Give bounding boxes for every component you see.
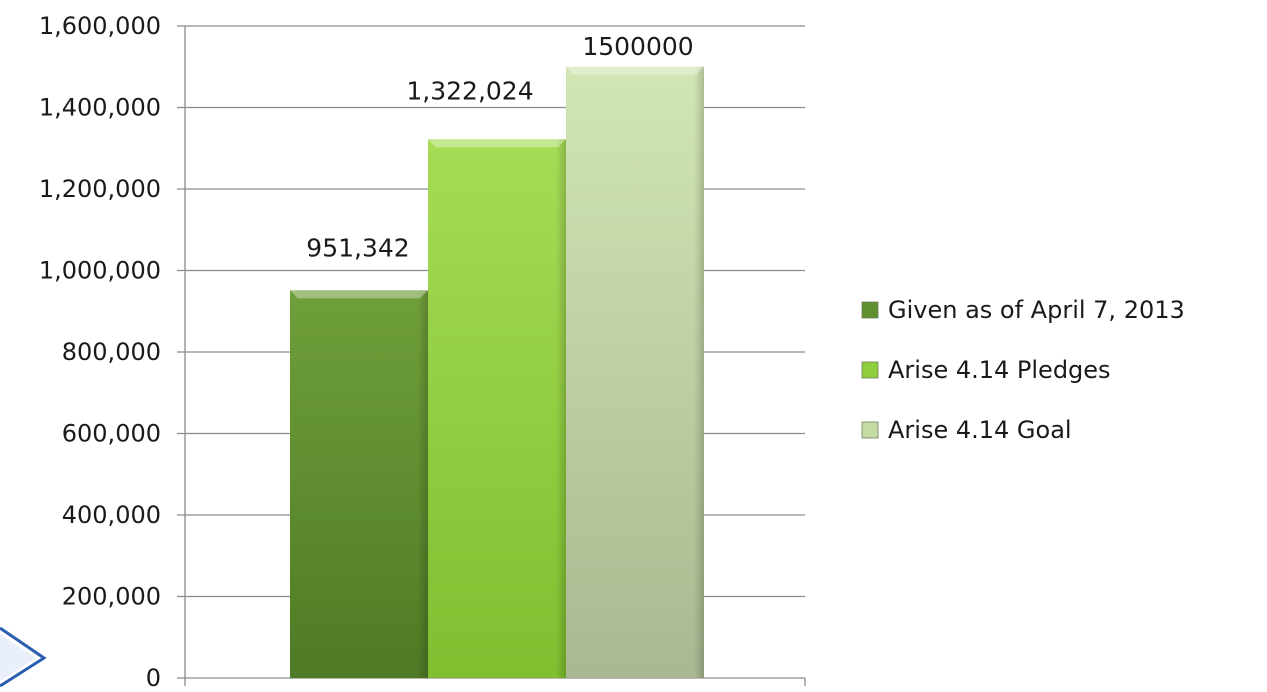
legend-swatch bbox=[861, 301, 879, 319]
bar-2 bbox=[428, 139, 566, 679]
y-tick-label: 1,200,000 bbox=[39, 175, 161, 203]
y-axis: 0 200,000 400,000 600,000 800,000 1,000,000 1,… bbox=[39, 12, 806, 692]
bar-3 bbox=[566, 66, 704, 678]
bar-side-shade bbox=[694, 66, 704, 678]
bars bbox=[290, 66, 704, 679]
y-tick-label: 1,600,000 bbox=[39, 12, 161, 40]
legend-entry: Given as of April 7, 2013 bbox=[861, 296, 1185, 324]
legend-label: Arise 4.14 Pledges bbox=[888, 356, 1111, 384]
bar-body bbox=[566, 66, 704, 678]
bar-top-bevel bbox=[428, 139, 566, 148]
y-tick-label: 800,000 bbox=[62, 338, 161, 366]
legend-entry: Arise 4.14 Goal bbox=[861, 416, 1072, 444]
legend-label: Given as of April 7, 2013 bbox=[888, 296, 1185, 324]
y-tick-label: 1,400,000 bbox=[39, 94, 161, 122]
corner-arrow-fill bbox=[0, 634, 36, 681]
y-tick-label: 400,000 bbox=[62, 501, 161, 529]
legend-label: Arise 4.14 Goal bbox=[888, 416, 1072, 444]
data-label: 1500000 bbox=[582, 32, 693, 61]
legend: Given as of April 7, 2013 Arise 4.14 Pled… bbox=[861, 296, 1185, 444]
bar-body bbox=[428, 139, 566, 679]
bar-top-bevel bbox=[290, 290, 428, 299]
legend-swatch bbox=[861, 361, 879, 379]
y-tick-label: 0 bbox=[146, 664, 161, 692]
bar-top-bevel bbox=[566, 66, 704, 75]
corner-arrow-decoration bbox=[0, 626, 47, 688]
data-labels: 951,342 1,322,024 1500000 bbox=[306, 32, 693, 263]
y-tick-label: 600,000 bbox=[62, 420, 161, 448]
data-label: 1,322,024 bbox=[406, 76, 533, 105]
corner-arrow-icon bbox=[0, 626, 47, 688]
y-tick-label: 200,000 bbox=[62, 583, 161, 611]
legend-entry: Arise 4.14 Pledges bbox=[861, 356, 1111, 384]
legend-swatch bbox=[861, 421, 879, 439]
bar-1 bbox=[290, 290, 428, 678]
bar-side-shade bbox=[418, 290, 428, 678]
data-label: 951,342 bbox=[306, 233, 409, 262]
y-tick-label: 1,000,000 bbox=[39, 257, 161, 285]
bar-side-shade bbox=[556, 139, 566, 679]
bar-body bbox=[290, 290, 428, 678]
